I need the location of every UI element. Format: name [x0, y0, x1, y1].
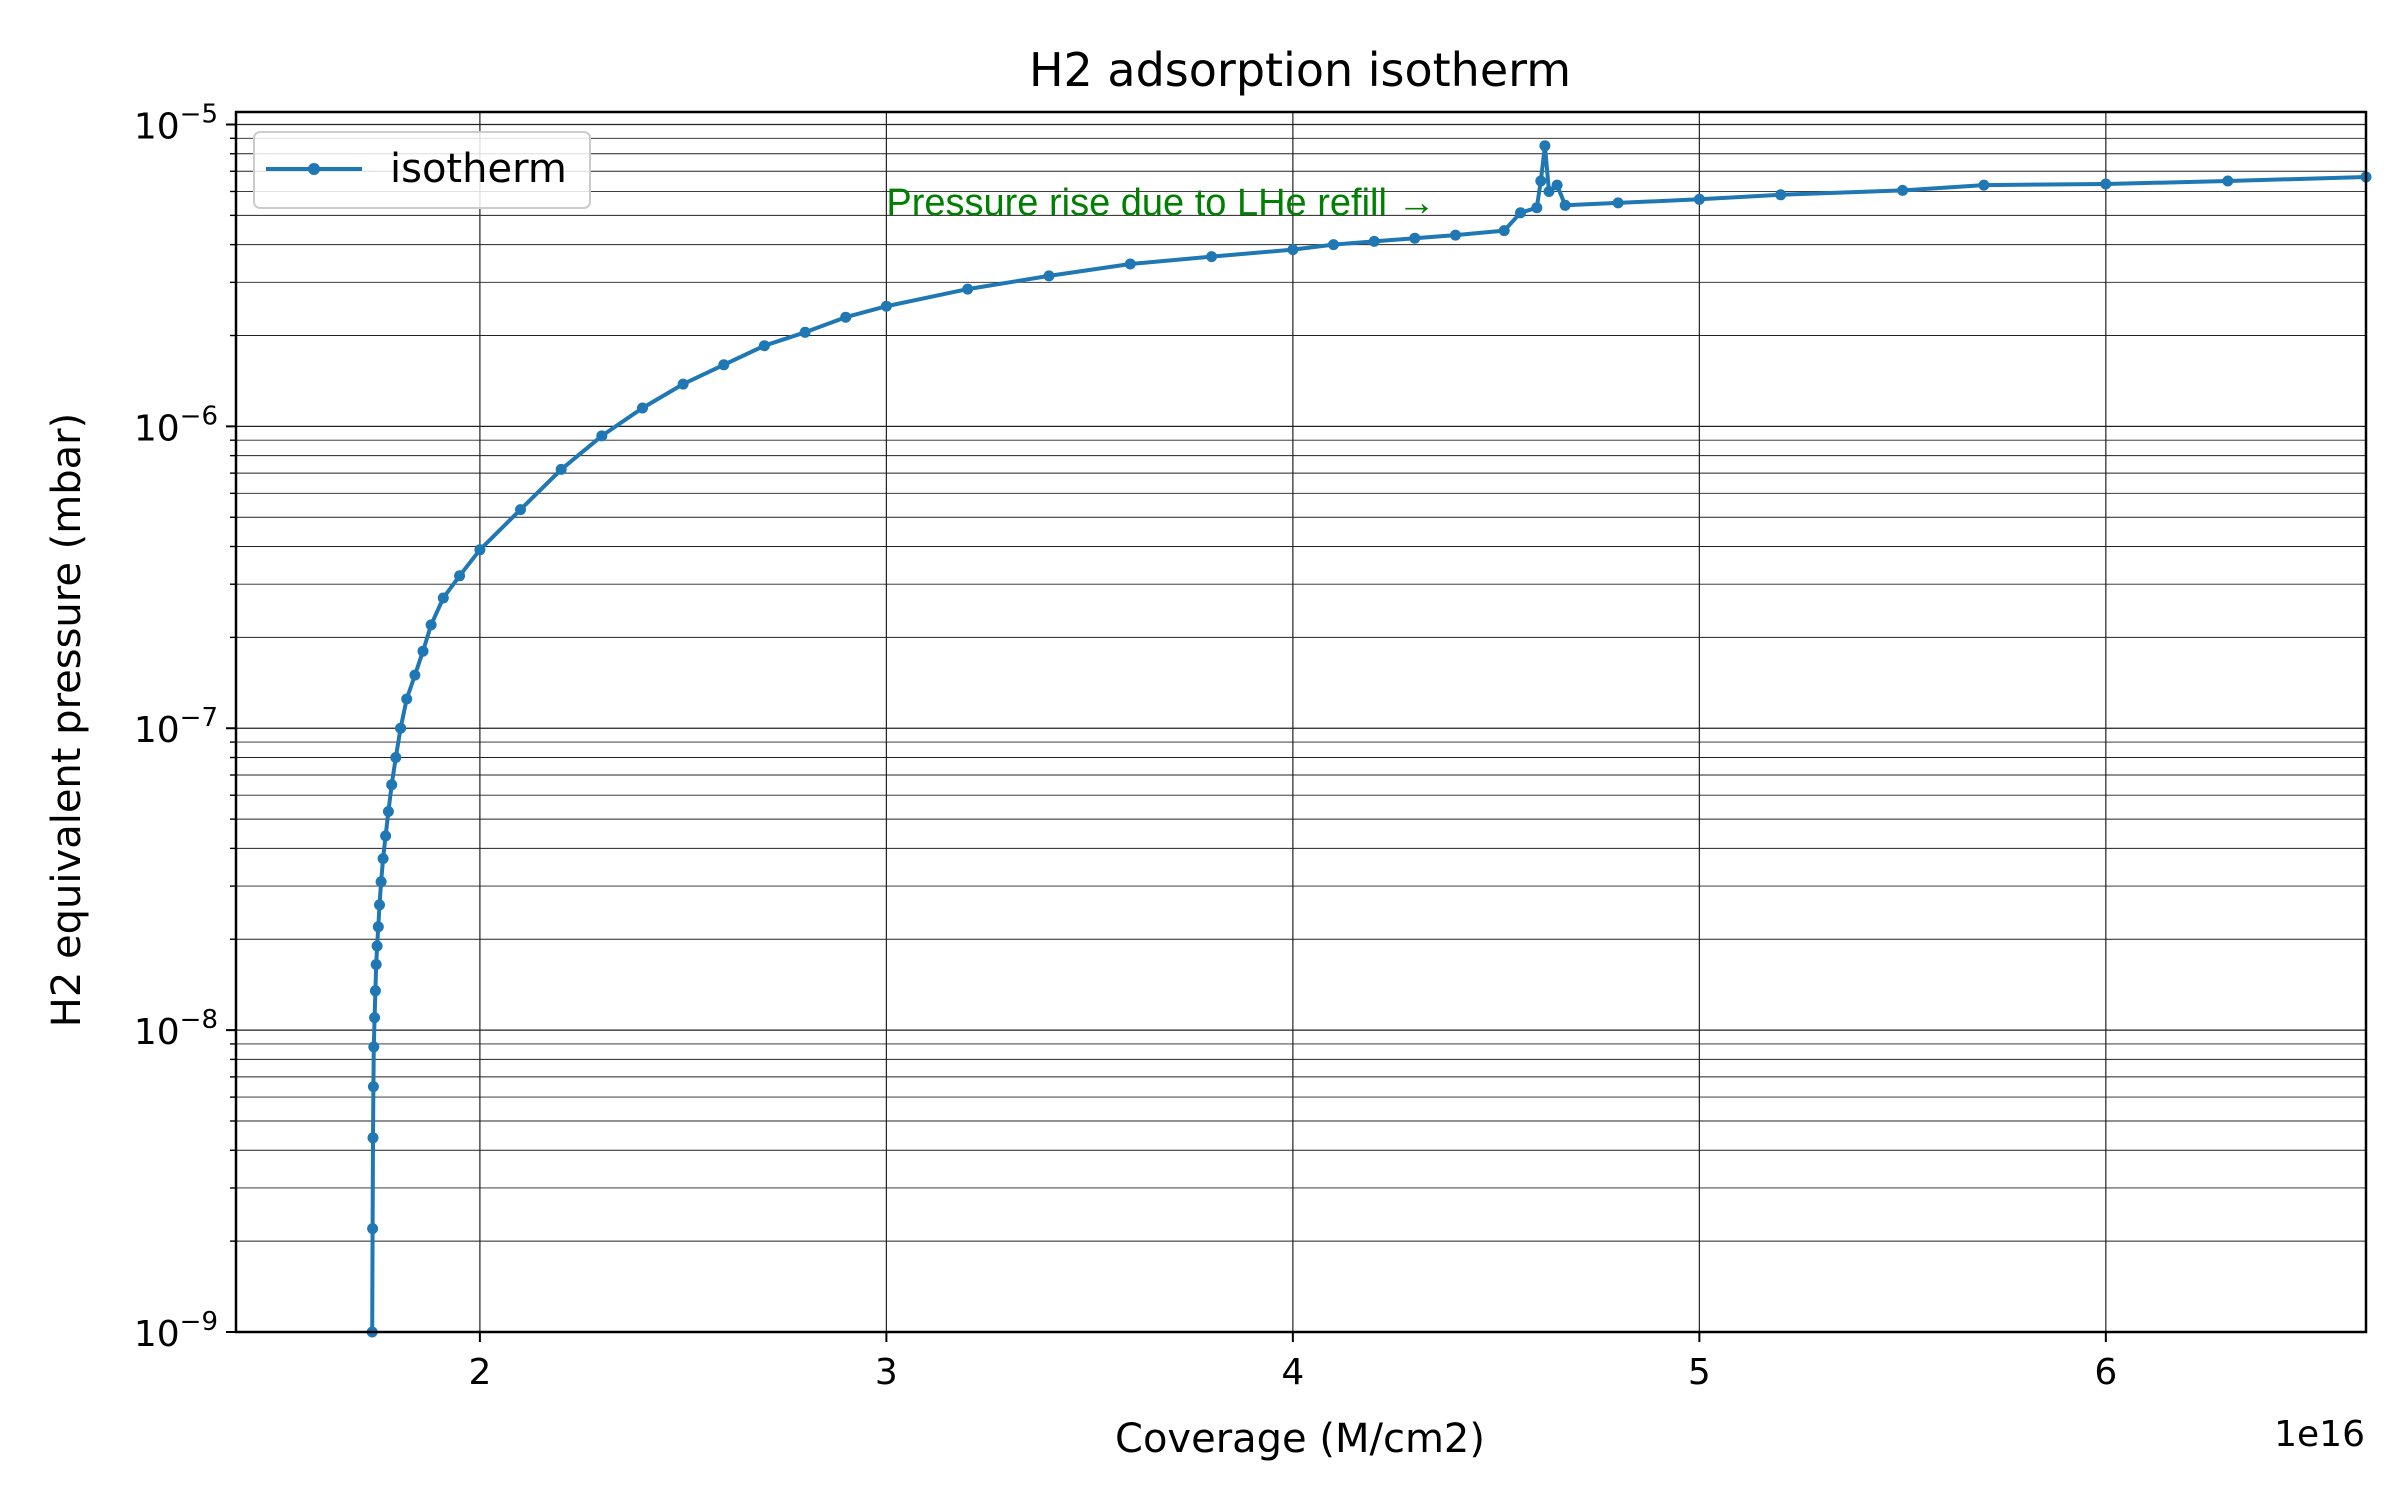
data-point	[395, 722, 407, 734]
annotation-layer: Pressure rise due to LHe refill →	[886, 182, 1435, 224]
x-tick-label: 5	[1688, 1352, 1711, 1393]
data-point	[1328, 239, 1339, 251]
tick-marks: 2 3 4 5 6 10−9 10−8 10−7 10−6 10−5	[134, 99, 2117, 1393]
y-axis-label: H2 equivalent pressure (mbar)	[44, 413, 90, 1027]
data-point	[425, 619, 437, 631]
data-point	[401, 693, 413, 705]
data-point	[799, 326, 811, 338]
data-point	[1543, 186, 1555, 197]
data-point	[382, 806, 394, 817]
legend-marker-swatch	[308, 163, 320, 175]
data-point	[555, 463, 567, 475]
x-offset-label: 1e16	[2274, 1414, 2365, 1455]
data-point	[369, 1012, 381, 1024]
data-point	[370, 959, 382, 970]
data-point	[758, 340, 770, 352]
data-point	[2222, 175, 2234, 187]
data-point	[454, 570, 466, 582]
y-tick-label: 10−5	[134, 99, 218, 147]
data-point	[367, 1081, 379, 1093]
data-point	[1775, 189, 1787, 201]
data-point	[1450, 229, 1461, 241]
legend-box	[253, 131, 591, 209]
data-point	[962, 283, 974, 295]
data-point	[474, 544, 486, 556]
data-point	[1043, 270, 1055, 282]
data-point	[390, 752, 402, 763]
data-point	[677, 378, 689, 390]
data-point	[1539, 140, 1551, 152]
data-point	[367, 1132, 379, 1144]
legend-label-isotherm: isotherm	[390, 146, 567, 192]
data-point	[1206, 251, 1218, 263]
data-point	[1978, 179, 1990, 191]
x-tick-label: 2	[468, 1352, 491, 1393]
data-point	[1287, 244, 1299, 256]
data-point	[409, 669, 421, 681]
data-point	[377, 853, 389, 865]
data-point	[375, 876, 387, 888]
data-point	[1531, 202, 1543, 214]
data-point	[637, 402, 648, 414]
data-point	[1612, 197, 1624, 209]
x-tick-label: 3	[875, 1352, 898, 1393]
data-point	[1551, 179, 1563, 191]
data-point	[367, 1223, 379, 1235]
data-point	[515, 504, 526, 516]
data-point	[840, 311, 852, 323]
series-layer	[366, 140, 2372, 1338]
data-point	[374, 899, 385, 911]
data-point	[1498, 225, 1510, 237]
data-point	[437, 592, 449, 604]
y-tick-label: 10−9	[134, 1307, 218, 1355]
y-tick-label: 10−6	[134, 401, 218, 449]
x-tick-label: 4	[1281, 1352, 1304, 1393]
data-point	[1124, 258, 1136, 270]
data-point	[417, 645, 429, 657]
annotation-text: Pressure rise due to LHe refill →	[886, 182, 1435, 224]
y-tick-label: 10−7	[134, 703, 218, 751]
data-point	[1368, 235, 1380, 247]
data-point	[2100, 178, 2112, 190]
data-point	[1535, 175, 1547, 187]
data-point	[880, 300, 892, 312]
data-point	[368, 1041, 380, 1053]
data-point	[596, 430, 608, 442]
data-point	[1515, 207, 1526, 219]
data-point	[1693, 193, 1705, 205]
data-point	[1897, 184, 1909, 196]
data-point	[372, 921, 384, 933]
data-point	[1409, 232, 1421, 244]
data-point	[1559, 199, 1571, 211]
y-tick-label: 10−8	[134, 1005, 218, 1053]
legend: isotherm	[253, 131, 591, 209]
chart-title: H2 adsorption isotherm	[1029, 43, 1571, 97]
x-axis-label: Coverage (M/cm2)	[1115, 1416, 1485, 1462]
data-point	[371, 940, 383, 952]
data-point	[386, 779, 398, 791]
data-point	[369, 985, 381, 997]
data-point	[718, 359, 730, 371]
x-tick-label: 6	[2094, 1352, 2117, 1393]
plot-frame	[234, 110, 2368, 1334]
data-point	[380, 830, 392, 842]
